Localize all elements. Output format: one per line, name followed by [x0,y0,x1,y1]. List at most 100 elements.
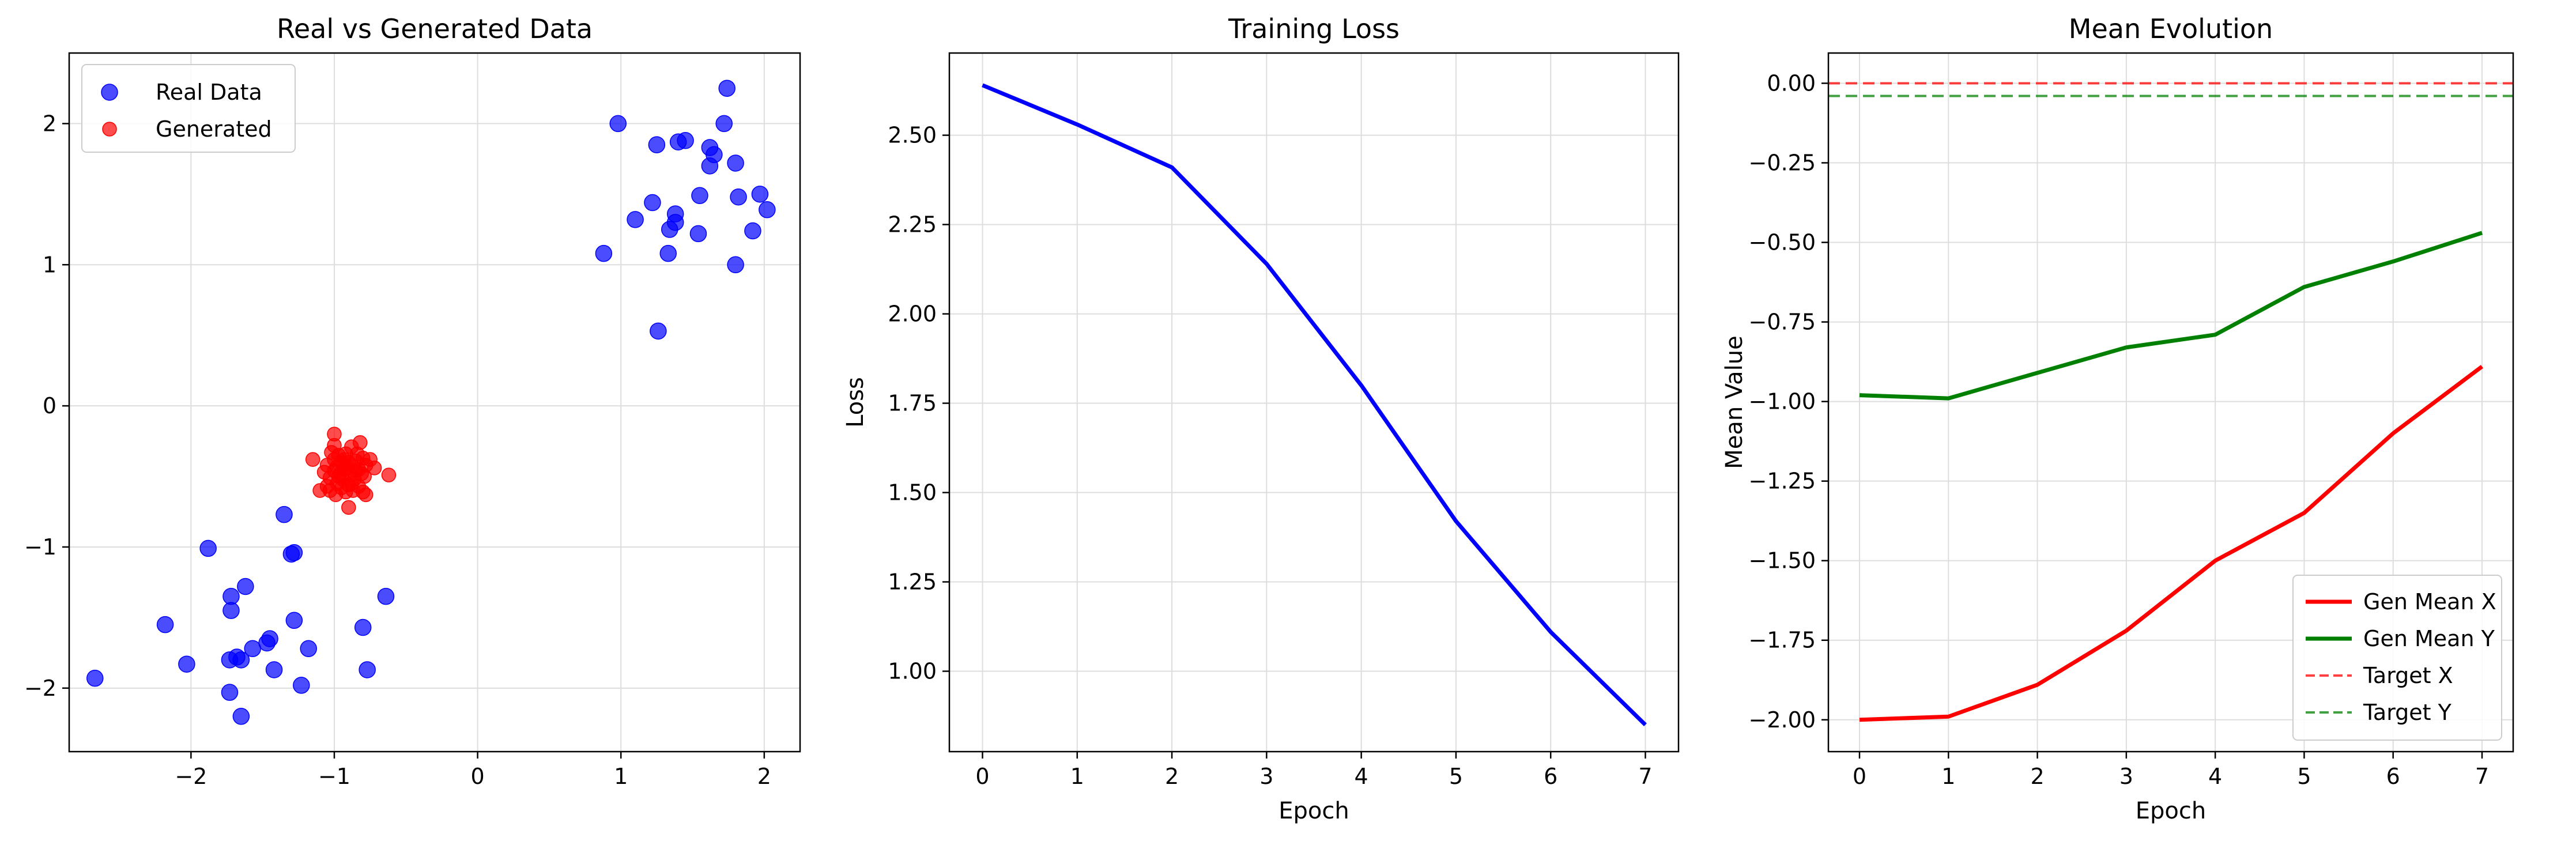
data-point-real [265,661,283,678]
legend-marker [102,122,117,137]
y-tick-label: 1.75 [888,391,937,416]
legend-label: Generated [156,116,272,142]
y-tick-label: −1.50 [1749,548,1816,574]
data-point-real [650,322,667,340]
data-point-real [222,602,240,619]
data-point-real [648,136,666,153]
data-point-real [595,244,613,262]
data-point-generated [312,483,327,498]
data-point-real [377,587,395,605]
data-point-generated [349,446,365,462]
data-point-generated [358,487,374,503]
y-tick-label: −1.25 [1749,469,1816,494]
data-point-real [661,221,678,238]
data-point-real [727,154,744,172]
data-point-real [86,669,104,687]
data-point-real [237,578,254,595]
data-point-real [689,225,707,243]
y-tick-label: −0.75 [1749,310,1816,335]
data-point-generated [305,452,320,467]
y-tick-label: 2.25 [888,212,937,237]
data-point-real [258,634,276,652]
y-tick-label: 1.25 [888,569,937,595]
x-tick-label: 4 [1355,764,1368,789]
data-point-real [609,115,627,133]
legend-label: Gen Mean X [2363,589,2496,614]
series-line-1 [1859,231,2483,401]
x-tick-label: 6 [2386,764,2400,789]
data-point-generated [344,476,359,491]
data-point-real [627,211,644,228]
x-tick-label: 1 [1941,764,1955,789]
data-point-real [354,618,372,636]
plot-area [982,83,1647,727]
y-tick-label: −0.25 [1749,150,1816,175]
x-tick-label: 4 [2208,764,2222,789]
legend-marker [101,84,118,101]
chart-title: Real vs Generated Data [277,13,593,44]
x-tick-label: 2 [757,764,771,789]
y-tick-label: −1.75 [1749,628,1816,653]
axes-frame [68,52,801,753]
y-tick-label: 1.00 [888,659,937,684]
chart-0: Real vs Generated Data −2 −1 0 1 2 −2 −1 0 1 2 Real… [24,13,801,789]
x-tick-label: 7 [2475,764,2489,789]
y-tick-label: 0 [43,393,56,418]
data-point-real [718,80,736,97]
x-tick-label: −1 [318,764,350,789]
data-point-real [232,651,250,669]
legend: Gen Mean X Gen Mean Y Target X Target Y [2292,575,2502,741]
data-point-real [199,540,217,557]
x-tick-label: 2 [1165,764,1179,789]
x-tick-label: 1 [1070,764,1084,789]
data-point-real [730,188,747,206]
data-point-real [751,186,769,203]
data-point-real [701,157,719,175]
data-point-real [659,244,677,262]
x-tick-label: 6 [1544,764,1557,789]
y-tick-label: −2 [24,676,56,701]
y-tick-label: −1.00 [1749,389,1816,414]
x-tick-label: 0 [975,764,989,789]
data-point-real [744,222,761,240]
legend-frame [2292,575,2502,741]
data-point-real [691,187,708,205]
data-point-generated [381,467,397,482]
data-point-generated [337,452,352,467]
x-tick-label: 5 [2297,764,2311,789]
legend-label: Target X [2363,663,2453,688]
data-point-real [727,256,744,274]
y-tick-label: 1.50 [888,480,937,506]
y-tick-label: −1 [24,534,56,560]
data-point-real [677,132,694,149]
data-point-real [644,194,661,212]
y-tick-label: 2 [43,111,56,136]
data-point-real [232,708,250,725]
y-axis-label: Loss [842,377,869,428]
y-tick-label: 0.00 [1767,70,1816,96]
data-point-real [759,201,776,218]
data-point-real [359,661,376,678]
data-point-real [300,640,317,658]
data-point-real [156,616,174,633]
plot-area [86,80,776,725]
y-tick-label: −0.50 [1749,230,1816,255]
y-axis-label: Mean Value [1721,335,1748,469]
data-point-generated [341,500,356,515]
axes-frame [948,52,1680,753]
data-point-generated [328,487,344,503]
legend-frame [81,64,296,153]
legend-label: Target Y [2363,700,2452,725]
data-point-real [244,640,261,658]
legend-label: Real Data [156,80,262,105]
data-point-generated [351,462,366,477]
series-line-0 [982,83,1647,727]
y-tick-label: −2.00 [1749,707,1816,733]
x-tick-label: −2 [175,764,207,789]
x-tick-label: 3 [2119,764,2133,789]
legend: Real Data Generated [81,64,296,153]
data-point-real [285,612,303,629]
data-point-generated [367,461,382,476]
x-axis-label: Epoch [2136,798,2206,824]
data-point-real [285,544,303,561]
